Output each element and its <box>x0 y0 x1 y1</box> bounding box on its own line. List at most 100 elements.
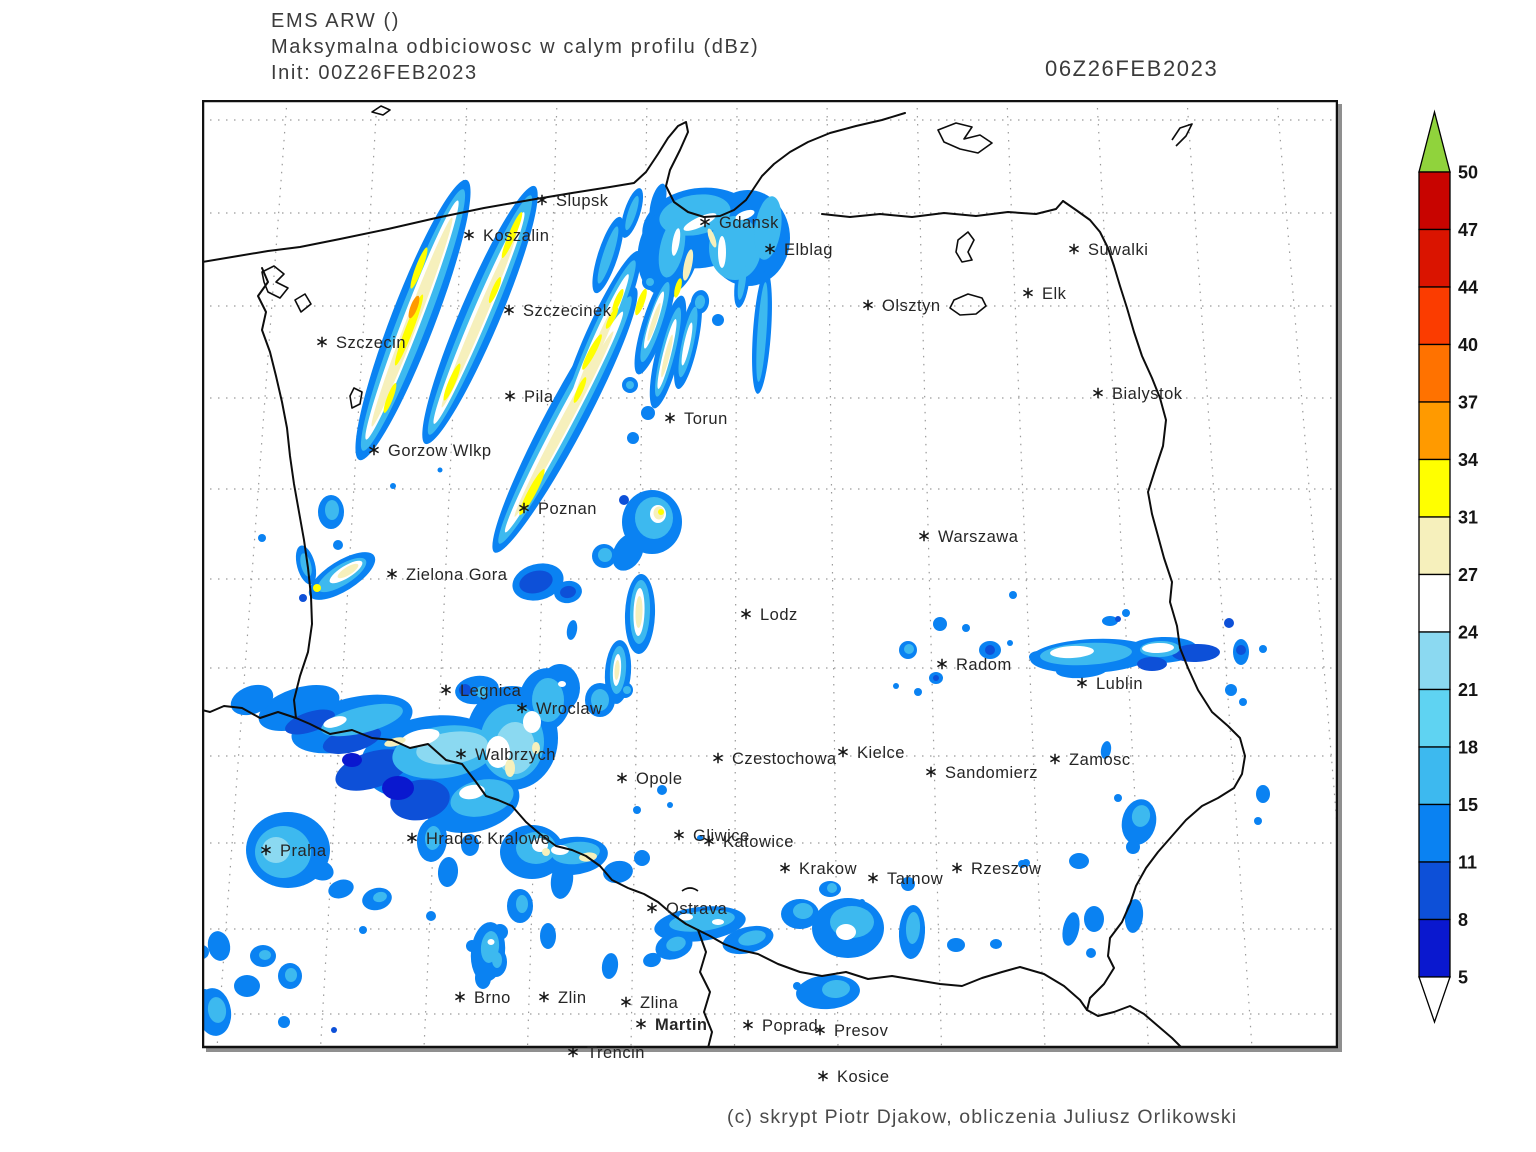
colorbar-segment <box>1418 228 1451 288</box>
city-label: Opole <box>636 770 683 788</box>
city-label: Kosice <box>837 1068 890 1086</box>
colorbar-tick-label: 27 <box>1458 565 1478 585</box>
city-label: Kielce <box>857 744 905 762</box>
city-marker <box>387 568 397 580</box>
colorbar-tick-label: 31 <box>1458 508 1478 528</box>
colorbar-segment <box>1418 573 1451 633</box>
city-marker <box>713 752 723 764</box>
city-label: Lodz <box>760 606 798 624</box>
colorbar-tick-label: 47 <box>1458 220 1478 240</box>
city-marker <box>636 1018 646 1030</box>
city-marker <box>741 608 751 620</box>
city-label: Gorzow Wlkp <box>388 442 492 460</box>
colorbar-segment <box>1418 401 1451 461</box>
colorbar-segment <box>1418 746 1451 806</box>
east-border <box>1062 200 1246 1047</box>
city-marker <box>519 502 529 514</box>
city-marker <box>1050 753 1060 765</box>
colorbar-tick-label: 24 <box>1458 623 1478 643</box>
baltic-coastline <box>203 112 906 263</box>
city-label: Elk <box>1042 285 1067 303</box>
country-borders <box>203 105 1246 1047</box>
colorbar-tick-label: 37 <box>1458 393 1478 413</box>
precip-reflectivity-layer <box>203 179 1270 1036</box>
bornholm-island <box>371 105 391 116</box>
colorbar-segment <box>1418 286 1451 346</box>
city-label: Zamosc <box>1069 751 1131 769</box>
city-label: Pila <box>524 388 554 406</box>
city-marker <box>743 1019 753 1031</box>
colorbar-tick-label: 34 <box>1458 450 1478 470</box>
city-marker <box>704 835 714 847</box>
city-marker <box>818 1070 828 1082</box>
city-label: Hradec Kralowe <box>426 830 550 848</box>
city-label: Krakow <box>799 860 857 878</box>
reflectivity-colorbar: 50 47 44 40 37 34 31 27 24 21 18 15 11 8 5 <box>1418 109 1478 1024</box>
masuria-lake-2 <box>949 293 987 316</box>
city-label: Walbrzych <box>475 746 556 764</box>
city-marker <box>926 766 936 778</box>
city-marker <box>868 872 878 884</box>
colorbar-segment <box>1418 171 1451 231</box>
map-frame <box>202 100 1338 1049</box>
city-label: Elblag <box>784 241 833 259</box>
city-label: Katowice <box>723 833 794 851</box>
city-marker <box>455 991 465 1003</box>
city-label: Poznan <box>538 500 597 518</box>
city-label: Legnica <box>460 682 522 700</box>
russia-border <box>821 200 1064 218</box>
colorbar-tick-label: 18 <box>1458 738 1478 758</box>
city-marker <box>617 772 627 784</box>
masuria-lake-1 <box>955 231 975 263</box>
coastal-island-2 <box>294 293 312 313</box>
city-marker <box>568 1046 578 1058</box>
city-label: Szczecinek <box>523 302 612 320</box>
city-marker <box>815 1024 825 1036</box>
city-marker <box>919 530 929 542</box>
city-marker <box>1023 287 1033 299</box>
title-init-time: Init: 00Z26FEB2023 <box>271 62 478 84</box>
city-marker <box>537 194 547 206</box>
city-marker <box>952 862 962 874</box>
city-label: Koszalin <box>483 227 549 245</box>
colorbar-tick-label: 11 <box>1458 853 1477 873</box>
colorbar-segment <box>1418 861 1451 921</box>
colorbar-tick-label: 50 <box>1458 163 1478 183</box>
colorbar-tick-label: 15 <box>1458 795 1478 815</box>
city-label: Martin <box>655 1016 708 1034</box>
city-marker <box>464 229 474 241</box>
colorbar-tick-label: 8 <box>1458 910 1468 930</box>
title-parameter-line: Maksymalna odbiciowosc w calym profilu (… <box>271 36 760 58</box>
city-marker <box>261 844 271 856</box>
city-marker <box>937 658 947 670</box>
colorbar-underflow-arrow <box>1418 976 1451 1024</box>
vistula-lagoon <box>937 122 993 154</box>
city-label: Szczecin <box>336 334 406 352</box>
city-marker <box>765 243 775 255</box>
city-marker <box>407 832 417 844</box>
border-detail-arc <box>681 887 699 892</box>
city-label: Rzeszow <box>971 860 1041 878</box>
city-label: Sandomierz <box>945 764 1038 782</box>
colorbar-segment <box>1418 343 1451 403</box>
city-label: Ostrava <box>666 900 728 918</box>
city-label: Praha <box>280 842 327 860</box>
city-marker <box>1093 387 1103 399</box>
colorbar-tick-label: 40 <box>1458 335 1478 355</box>
city-marker <box>700 216 710 228</box>
city-marker <box>317 336 327 348</box>
coastal-islands <box>261 265 289 299</box>
city-marker <box>621 996 631 1008</box>
city-marker <box>780 862 790 874</box>
czech-slovak-border <box>697 929 713 1047</box>
title-model-line: EMS ARW () <box>271 10 400 32</box>
city-marker <box>838 746 848 758</box>
city-label: Torun <box>684 410 728 428</box>
city-label: Radom <box>956 656 1012 674</box>
small-lake <box>349 387 363 409</box>
city-label: Poprad <box>762 1017 818 1035</box>
city-label: Bialystok <box>1112 385 1183 403</box>
city-marker <box>1077 677 1087 689</box>
colorbar-tick-label: 5 <box>1458 968 1468 988</box>
